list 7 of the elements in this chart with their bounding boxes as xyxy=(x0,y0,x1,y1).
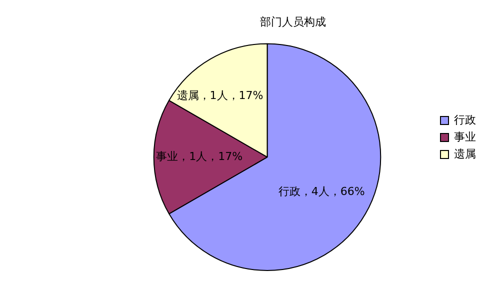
data-label: 事业，1人，17% xyxy=(156,150,243,163)
legend-label: 遗属 xyxy=(454,147,476,160)
chart-title: 部门人员构成 xyxy=(260,15,326,28)
data-label: 行政，4人，66% xyxy=(278,185,365,198)
legend-label: 事业 xyxy=(454,130,476,144)
legend-label: 行政 xyxy=(454,113,476,126)
data-label: 遗属，1人，17% xyxy=(176,89,264,102)
